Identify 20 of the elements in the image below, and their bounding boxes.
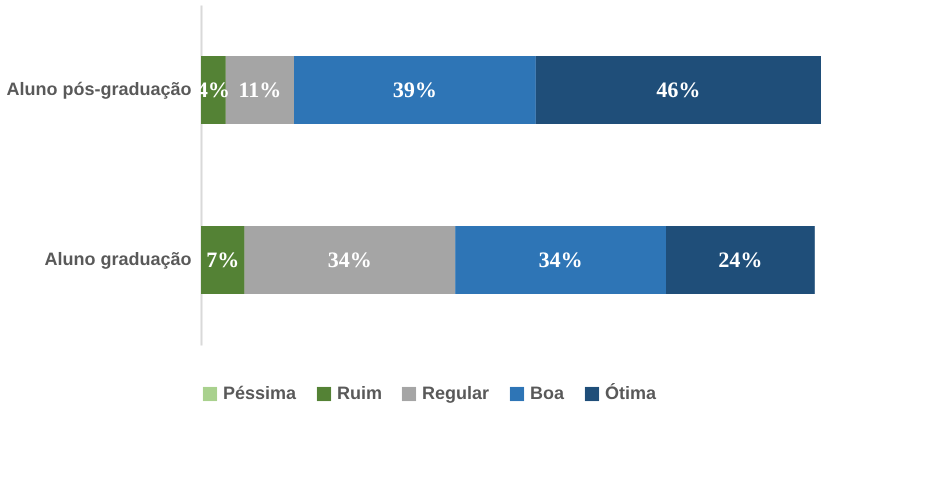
data-label: 24% bbox=[718, 247, 762, 272]
legend-label: Boa bbox=[530, 383, 565, 403]
legend-label: Ruim bbox=[337, 383, 382, 403]
bar bbox=[294, 56, 536, 124]
y-tick-label: Aluno graduação bbox=[44, 249, 192, 269]
legend-label: Ótima bbox=[605, 383, 657, 403]
bar bbox=[536, 56, 821, 124]
bar bbox=[455, 226, 666, 294]
legend-label: Regular bbox=[422, 383, 490, 403]
legend-label: Péssima bbox=[223, 383, 298, 403]
data-label: 34% bbox=[538, 247, 583, 272]
bar bbox=[201, 226, 244, 294]
data-label: 11% bbox=[238, 77, 282, 102]
data-label: 34% bbox=[328, 247, 372, 272]
data-label: 39% bbox=[392, 77, 437, 102]
data-label: 7% bbox=[206, 247, 240, 272]
bar bbox=[666, 226, 815, 294]
y-tick-label: Aluno pós-graduação bbox=[6, 79, 192, 99]
data-label: 46% bbox=[656, 77, 700, 102]
bar bbox=[244, 226, 456, 294]
